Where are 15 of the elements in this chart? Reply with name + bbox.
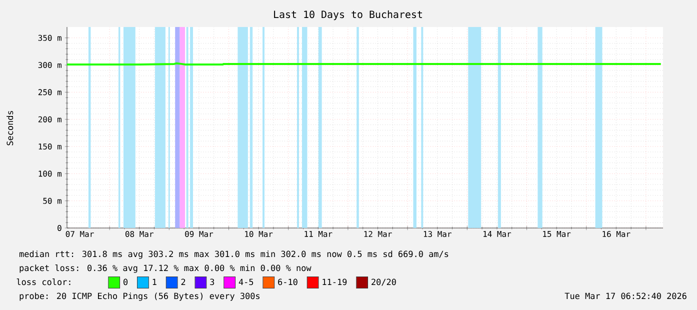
chart-title: Last 10 Days to Bucharest <box>274 10 422 20</box>
legend-label: 3 <box>210 278 214 286</box>
legend-label: 2 <box>181 278 186 285</box>
legend-label: 11-19 <box>322 278 347 286</box>
legend-label: 6-10 <box>278 278 298 286</box>
text: Tue Mar 17 06:52:40 2026 <box>564 292 686 300</box>
legend-label: 0 <box>124 278 128 286</box>
legend-title: loss color: <box>16 278 70 286</box>
text: probe: 20 ICMP Echo Pings (56 Bytes) every 300s <box>20 292 260 301</box>
legend-label: 1 <box>152 278 156 285</box>
y-axis-title: Seconds <box>6 110 14 146</box>
text: median rtt: 301.8 ms avg 303.2 ms max 301.0 ms min 302.0 ms now 0.5 ms sd 669.0 am/s <box>19 250 448 259</box>
legend-label: 20/20 <box>372 278 396 286</box>
text: packet loss: 0.36 % avg 17.12 % max 0.00 % min 0.00 % now <box>20 264 312 273</box>
legend-label: 4-5 <box>238 278 254 286</box>
